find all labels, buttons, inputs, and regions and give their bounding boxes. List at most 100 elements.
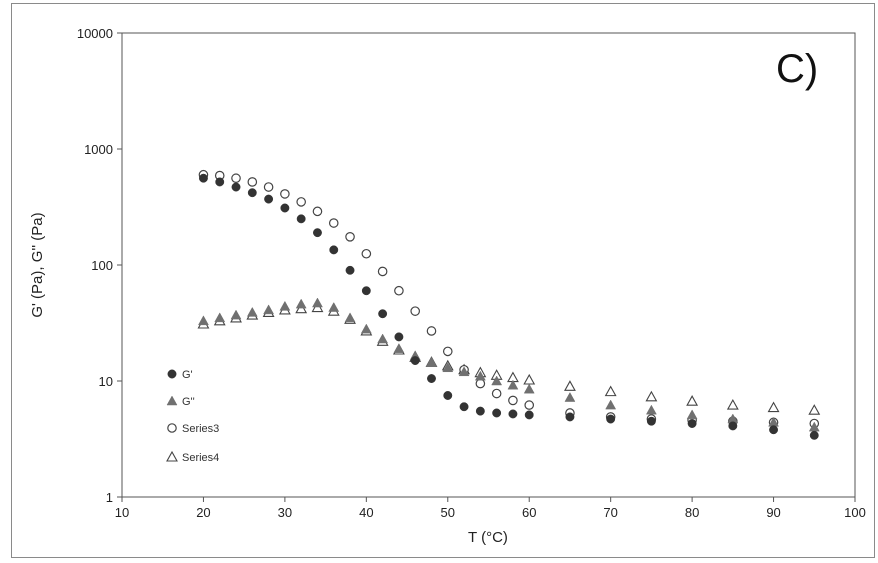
data-point <box>313 228 322 238</box>
data-point <box>378 309 388 319</box>
y-tick-label: 10 <box>99 374 113 389</box>
data-point <box>296 214 306 224</box>
x-tick-label: 100 <box>844 505 866 520</box>
data-point <box>410 356 420 366</box>
y-axis-title: G' (Pa), G'' (Pa) <box>29 212 46 317</box>
data-point <box>524 400 535 410</box>
data-point <box>328 302 340 312</box>
series-g <box>198 297 820 432</box>
x-axis-title: T (°C) <box>468 529 508 546</box>
data-point <box>605 399 617 410</box>
data-point <box>231 182 241 192</box>
legend-marker <box>167 423 177 433</box>
data-point <box>198 173 208 183</box>
x-tick-label: 40 <box>359 505 373 520</box>
data-point <box>231 173 241 184</box>
data-point <box>565 412 575 422</box>
data-point <box>247 188 257 198</box>
data-point <box>279 300 291 311</box>
axes <box>121 32 856 498</box>
data-point <box>646 416 656 426</box>
data-point <box>247 177 258 187</box>
data-point <box>645 390 658 402</box>
legend-label: G'' <box>182 396 195 408</box>
data-point <box>361 286 371 296</box>
data-point <box>345 265 355 275</box>
data-point <box>410 306 420 316</box>
chart-frame: 10 20 30 40 50 60 70 80 90 100 1 10 100 1000 10000 G'… <box>11 3 875 558</box>
data-point <box>508 409 518 419</box>
data-point <box>809 430 819 440</box>
data-point <box>214 312 226 323</box>
data-point <box>427 374 436 383</box>
x-tick-label: 90 <box>766 505 780 520</box>
legend-item: G' <box>167 369 193 381</box>
data-point <box>491 375 503 386</box>
x-tick-label: 30 <box>278 505 292 520</box>
data-point <box>686 409 698 420</box>
data-point <box>263 304 275 315</box>
x-tick-label: 70 <box>603 505 617 520</box>
data-point <box>458 366 470 377</box>
data-point <box>230 309 242 320</box>
y-axis-ticks: 1 10 100 1000 10000 <box>77 26 122 505</box>
legend-marker <box>166 450 178 462</box>
data-point <box>442 362 454 373</box>
legend-label: Series4 <box>182 452 219 464</box>
data-point <box>508 395 518 406</box>
x-tick-label: 50 <box>441 505 455 520</box>
legend-item: Series4 <box>166 450 219 464</box>
data-point <box>726 398 739 410</box>
data-point <box>564 392 576 402</box>
legend-label: G' <box>182 369 193 381</box>
y-tick-label: 100 <box>91 258 113 273</box>
data-point <box>394 332 404 342</box>
legend-label: Series3 <box>182 423 219 435</box>
data-point <box>393 343 405 353</box>
data-point <box>606 414 616 424</box>
series-layer <box>197 169 821 440</box>
data-point <box>475 406 485 416</box>
legend-item: G'' <box>166 395 195 408</box>
data-point <box>808 404 821 415</box>
data-point <box>215 177 225 187</box>
x-tick-label: 80 <box>685 505 699 520</box>
data-point <box>377 333 389 344</box>
plot-area <box>121 32 856 498</box>
data-point <box>687 419 697 428</box>
series-series4 <box>197 301 821 415</box>
data-point <box>377 266 388 277</box>
data-point <box>767 401 780 413</box>
data-point <box>686 395 699 406</box>
data-point <box>524 410 534 420</box>
data-point <box>361 248 372 259</box>
data-point <box>295 298 307 309</box>
data-point <box>280 189 290 199</box>
legend: G' G'' Series3 Series4 <box>166 369 219 464</box>
data-point <box>312 297 323 308</box>
x-axis-ticks: 10 20 30 40 50 60 70 80 90 100 <box>115 497 866 520</box>
y-tick-label: 1 <box>106 490 113 505</box>
legend-marker <box>167 369 177 379</box>
panel-label: C) <box>776 47 818 91</box>
y-tick-label: 10000 <box>77 26 113 41</box>
data-point <box>604 385 617 397</box>
data-point <box>492 408 502 418</box>
data-point <box>426 356 437 367</box>
data-point <box>328 218 339 228</box>
data-point <box>475 378 486 389</box>
data-point <box>491 388 502 399</box>
x-tick-label: 10 <box>115 505 129 520</box>
data-point <box>523 383 535 394</box>
x-tick-label: 20 <box>196 505 210 520</box>
data-point <box>564 380 576 391</box>
data-point <box>198 315 209 326</box>
data-point <box>329 245 339 255</box>
data-point <box>769 425 779 435</box>
data-point <box>474 370 486 381</box>
data-point <box>264 194 274 204</box>
data-point <box>360 323 372 334</box>
legend-item: Series3 <box>167 423 219 435</box>
data-point <box>443 391 453 400</box>
